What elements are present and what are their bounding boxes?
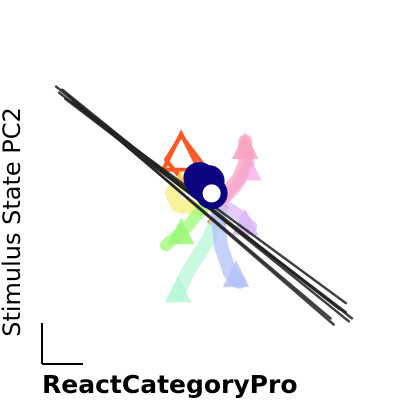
y-axis-label: Stimulus State PC2 (0, 107, 26, 337)
trajectory-marker-8 (231, 132, 259, 159)
trajectory-marker-3 (167, 217, 195, 245)
center-marker-4 (198, 180, 225, 207)
black-line-6 (67, 94, 335, 326)
marker-layer (183, 162, 228, 210)
trajectory-marker-4 (164, 275, 192, 303)
trajectory-marker-5 (222, 260, 250, 288)
x-axis-label: ReactCategoryPro (42, 370, 298, 399)
trajectory-marker-0 (159, 129, 203, 172)
